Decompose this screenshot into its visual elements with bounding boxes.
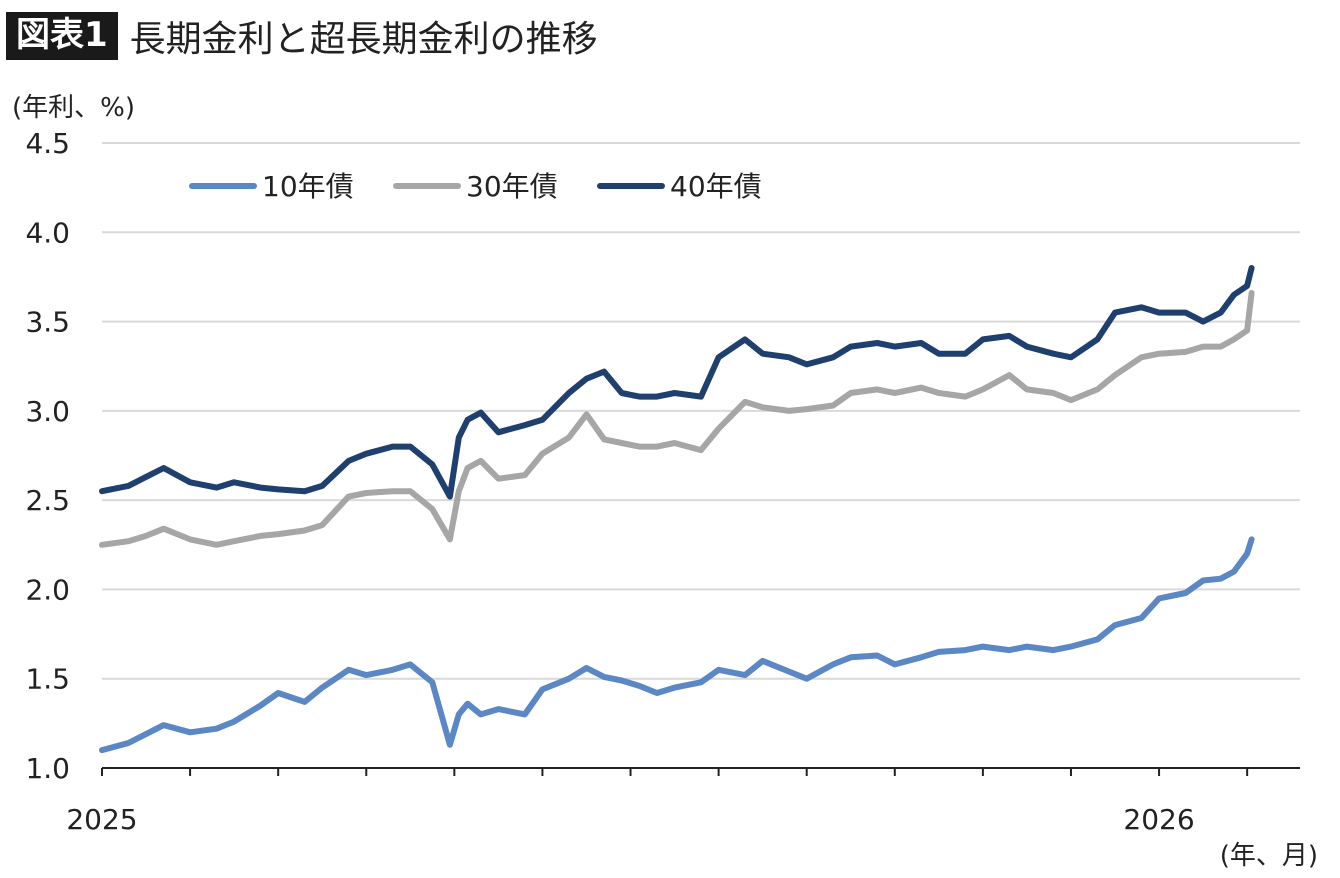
y-axis-unit-label: (年利、%)	[12, 93, 135, 123]
y-tick-label: 4.0	[25, 216, 70, 249]
y-tick-label: 3.5	[25, 306, 70, 339]
legend-item-3: 40年債	[597, 170, 762, 203]
y-tick-label: 1.0	[25, 752, 70, 785]
series-lines	[99, 265, 1255, 754]
y-tick-label: 4.5	[25, 127, 70, 160]
x-axis: 2025 2026	[66, 767, 1300, 836]
chart-header: 図表1 長期金利と超長期金利の推移	[6, 8, 598, 64]
y-tick-label: 2.0	[25, 573, 70, 606]
legend-item-1: 10年債	[189, 170, 354, 203]
chart-title: 長期金利と超長期金利の推移	[129, 19, 598, 60]
series-line-3	[99, 265, 1255, 500]
legend-label: 40年債	[670, 170, 762, 203]
y-axis: 1.0 1.5 2.0 2.5 3.0 3.5 4.0 4.5	[25, 127, 70, 785]
legend-label: 10年債	[262, 170, 354, 203]
legend-item-2: 30年債	[393, 170, 558, 203]
series-line-1	[99, 536, 1255, 754]
y-tick-label: 1.5	[25, 663, 70, 696]
figure-badge: 図表1	[6, 12, 118, 60]
legend-label: 30年債	[466, 170, 558, 203]
x-tick-label: 2026	[1123, 803, 1194, 836]
y-tick-label: 3.0	[25, 395, 70, 428]
legend: 10年債 30年債 40年債	[189, 170, 762, 203]
x-tick-label: 2025	[66, 803, 137, 836]
gridlines	[102, 142, 1300, 680]
y-tick-label: 2.5	[25, 484, 70, 517]
series-line-2	[99, 290, 1255, 548]
x-axis-unit-label: (年、月)	[1220, 841, 1318, 871]
